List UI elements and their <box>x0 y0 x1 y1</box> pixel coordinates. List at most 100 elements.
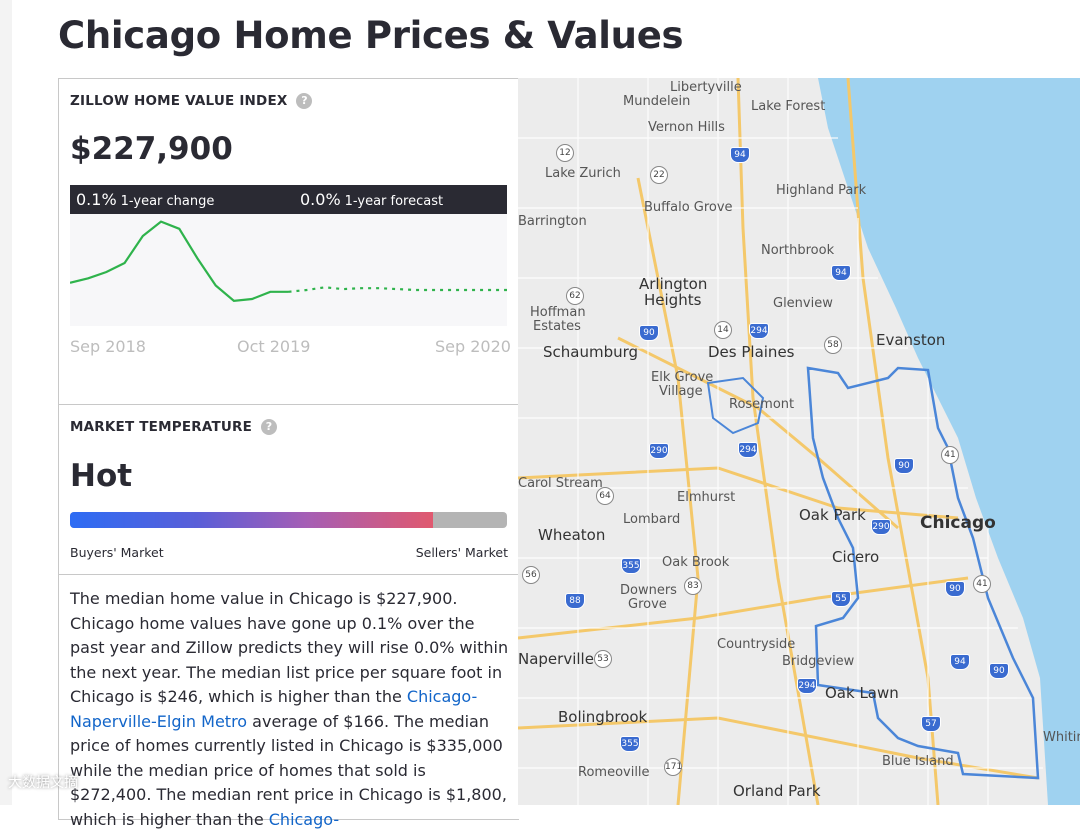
map-label: Northbrook <box>761 243 835 258</box>
change-summary-bar: 0.1% 1-year change 0.0% 1-year forecast <box>70 185 507 214</box>
route-shield: 57 <box>921 716 941 732</box>
route-shield: 94 <box>730 147 750 163</box>
one-year-change-caption: 1-year change <box>120 194 215 209</box>
home-value-chart-svg <box>70 220 507 302</box>
one-year-forecast-value: 0.0% <box>300 190 341 209</box>
x-tick-label: Oct 2019 <box>237 337 311 356</box>
market-temperature-fill <box>70 512 433 528</box>
home-value-chart[interactable] <box>70 214 507 326</box>
route-shield: 294 <box>749 323 769 339</box>
one-year-forecast: 0.0% 1-year forecast <box>300 190 443 209</box>
metro-rent-link[interactable]: Chicago- <box>268 809 340 829</box>
metro-link[interactable]: Chicago-Naperville-Elgin Metro <box>70 687 478 731</box>
map-label: Hoffman <box>530 305 586 320</box>
route-shield: 64 <box>596 487 614 505</box>
lake-michigan <box>818 78 1080 805</box>
route-shield: 294 <box>797 678 817 694</box>
map-label: Orland Park <box>733 782 821 800</box>
market-temperature-value: Hot <box>70 458 133 494</box>
map-label: Bridgeview <box>782 654 855 669</box>
route-shield: 14 <box>714 321 732 339</box>
map-label: Lombard <box>623 512 681 527</box>
route-shield: 56 <box>522 566 540 584</box>
help-icon[interactable]: ? <box>261 419 278 435</box>
x-tick-label: Sep 2018 <box>70 337 146 356</box>
route-shield: 290 <box>871 519 891 535</box>
zhvi-value: $227,900 <box>70 131 233 167</box>
route-shield: 41 <box>941 446 959 464</box>
x-tick-label: Sep 2020 <box>435 337 511 356</box>
map-label: Village <box>659 384 703 399</box>
map-label: Des Plaines <box>708 343 795 361</box>
map-label: Barrington <box>518 214 587 229</box>
market-temperature-label: MARKET TEMPERATURE <box>70 419 253 435</box>
buyers-market-caption: Buyers' Market <box>70 545 164 560</box>
map-label: Grove <box>628 597 667 612</box>
zhvi-header: ZILLOW HOME VALUE INDEX ? <box>70 93 313 109</box>
streets <box>518 78 1043 805</box>
market-description: The median home value in Chicago is $227… <box>70 587 510 832</box>
map-label: Evanston <box>876 331 946 349</box>
chicago-boundary <box>806 366 1040 780</box>
route-shield: 294 <box>738 442 758 458</box>
route-shield: 12 <box>556 144 574 162</box>
map-label: Chicago <box>920 513 996 533</box>
route-shield: 355 <box>621 558 641 574</box>
route-shield: 90 <box>894 458 914 474</box>
route-shield: 94 <box>831 265 851 281</box>
map-label: Oak Brook <box>662 555 730 570</box>
description-text: The median home value in Chicago is $227… <box>70 589 509 706</box>
map-label: Libertyville <box>670 80 742 95</box>
route-shield: 58 <box>824 336 842 354</box>
map-label: Schaumburg <box>543 343 639 361</box>
route-shield: 90 <box>639 325 659 341</box>
map-view[interactable]: Libertyville Mundelein Lake Forest Verno… <box>518 78 1080 805</box>
map-label: Glenview <box>773 296 833 311</box>
route-shield: 55 <box>831 591 851 607</box>
map-label: Romeoville <box>578 765 650 780</box>
description-text: average of $166. The median price of hom… <box>70 711 507 829</box>
map-label: Mundelein <box>623 94 691 109</box>
map-label: Carol Stream <box>518 476 603 491</box>
forecast-series-line <box>288 286 507 293</box>
left-gutter <box>0 0 12 805</box>
map-label: Arlington <box>639 275 708 293</box>
map-label: Lake Forest <box>751 99 826 114</box>
map-label: Cicero <box>832 548 880 566</box>
map-label: Naperville <box>518 650 594 668</box>
section-divider <box>59 574 519 575</box>
watermark: 大数据文摘 <box>8 775 78 791</box>
route-shield: 90 <box>945 581 965 597</box>
route-shield: 22 <box>650 166 668 184</box>
map-label: Highland Park <box>776 183 867 198</box>
ohare-boundary <box>706 376 765 435</box>
map-label: Oak Lawn <box>825 684 899 702</box>
route-shield: 171 <box>664 758 682 776</box>
map-label: Buffalo Grove <box>644 200 733 215</box>
page-title: Chicago Home Prices & Values <box>58 14 684 57</box>
help-icon[interactable]: ? <box>296 93 313 109</box>
map-label: Bolingbrook <box>558 708 648 726</box>
route-shield: 83 <box>684 577 702 595</box>
map-label: Wheaton <box>538 526 606 544</box>
one-year-change: 0.1% 1-year change <box>76 190 214 209</box>
route-shield: 53 <box>594 650 612 668</box>
route-shield: 90 <box>989 663 1009 679</box>
map-label: Oak Park <box>799 506 866 524</box>
map-label: Vernon Hills <box>648 120 725 135</box>
map-label: Estates <box>533 319 581 334</box>
market-temperature-header: MARKET TEMPERATURE ? <box>70 419 278 435</box>
route-shield: 290 <box>649 443 669 459</box>
map-label: Lake Zurich <box>545 166 621 181</box>
section-divider <box>59 404 519 405</box>
map-label: Elk Grove <box>651 370 714 385</box>
market-temperature-bar <box>70 512 507 528</box>
map-label: Whitin <box>1043 730 1080 745</box>
one-year-forecast-caption: 1-year forecast <box>344 194 444 209</box>
one-year-change-value: 0.1% <box>76 190 117 209</box>
map-label: Downers <box>620 583 677 598</box>
route-shield: 355 <box>620 736 640 752</box>
map-label: Heights <box>644 291 702 309</box>
route-shield: 41 <box>973 575 991 593</box>
route-shield: 94 <box>950 654 970 670</box>
